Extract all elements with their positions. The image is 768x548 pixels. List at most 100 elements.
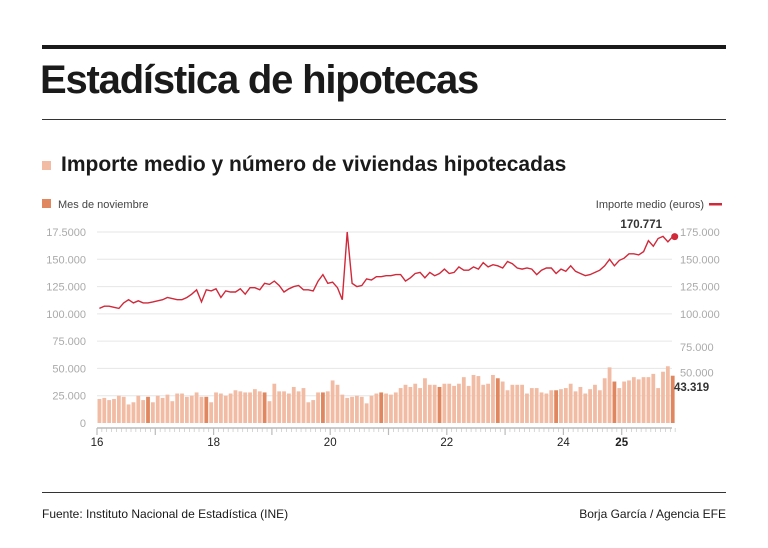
bar [423, 378, 427, 423]
bar [335, 384, 340, 423]
bar [568, 383, 573, 423]
bar [287, 393, 291, 423]
right-axis-label: 75.000 [680, 342, 714, 354]
bar [573, 391, 578, 423]
x-axis-label: 16 [91, 437, 104, 449]
subtitle-square-icon [42, 160, 51, 170]
bar [457, 383, 461, 423]
title-divider [42, 119, 726, 120]
x-axis-label: 22 [440, 437, 453, 449]
bar-november [146, 396, 150, 423]
bar [355, 395, 359, 423]
source-note: Fuente: Instituto Nacional de Estadístic… [42, 507, 289, 521]
bar-november [321, 392, 325, 423]
bar [622, 381, 627, 423]
bar-november [437, 386, 442, 423]
left-axis-label: 125.000 [46, 282, 86, 294]
bar-november [379, 392, 384, 423]
x-axis-label: 20 [324, 437, 337, 449]
legend-bar-label: Mes de noviembre [58, 199, 149, 211]
bar [306, 402, 311, 423]
x-axis-label: 24 [557, 437, 570, 449]
bar [646, 377, 651, 423]
bar [452, 385, 456, 423]
bar [525, 393, 529, 423]
right-axis-label: 175.000 [680, 227, 720, 239]
credit-note: Borja García / Agencia EFE [579, 507, 726, 521]
bar [141, 400, 146, 423]
bar [116, 395, 121, 423]
bar [491, 374, 495, 423]
left-axis-label: 25.000 [52, 391, 86, 403]
bar [175, 393, 180, 423]
bar [651, 373, 656, 423]
legend-line-label: Importe medio (euros) [596, 199, 704, 211]
bar [340, 394, 345, 423]
bar [238, 391, 243, 423]
bar [607, 367, 612, 423]
bar [442, 383, 447, 423]
bar [447, 383, 452, 423]
bar [627, 380, 631, 423]
bar [665, 366, 670, 423]
bar [641, 377, 646, 423]
bar [223, 395, 228, 423]
bar [131, 402, 136, 423]
bar [544, 393, 549, 423]
left-axis-label: 50.000 [52, 363, 86, 375]
bar [97, 398, 102, 423]
bar [466, 385, 471, 423]
bar [194, 392, 199, 423]
bar [155, 395, 160, 423]
bar [282, 391, 286, 423]
bar [549, 390, 554, 423]
bar [389, 394, 393, 423]
x-axis-label: 18 [207, 437, 220, 449]
bar [112, 398, 116, 423]
top-rule [42, 45, 726, 49]
bar [432, 384, 437, 423]
bar [418, 388, 422, 423]
legend-line-swatch [709, 203, 722, 206]
bar [486, 383, 490, 423]
bar [408, 386, 413, 423]
left-axis-label: 0 [80, 418, 86, 430]
bar [539, 392, 544, 423]
bar [359, 396, 364, 423]
bar [559, 389, 563, 423]
bar [150, 402, 155, 423]
bar [510, 384, 515, 423]
bar-november [554, 390, 559, 423]
bar [189, 395, 194, 423]
bar [350, 396, 354, 423]
bar [243, 392, 248, 423]
bar [228, 393, 233, 423]
bar [656, 388, 661, 423]
left-axis-label: 150.000 [46, 254, 86, 266]
bar [102, 397, 107, 423]
bar [345, 397, 350, 423]
left-axis-label: 17.5000 [46, 227, 86, 239]
right-axis-label: 125.000 [680, 282, 720, 294]
bar-november [495, 378, 500, 423]
bar [184, 396, 189, 423]
bar [500, 381, 505, 423]
bar [218, 393, 223, 423]
bar [316, 392, 320, 423]
bar [529, 388, 534, 423]
left-axis-label: 100.000 [46, 309, 86, 321]
bar [563, 388, 568, 423]
bar [364, 403, 369, 423]
bar [413, 383, 418, 423]
bar [597, 390, 602, 423]
bar [170, 401, 175, 423]
bar-november [262, 392, 267, 423]
bar [272, 383, 277, 423]
bar [384, 393, 388, 423]
bar [107, 400, 112, 423]
chart-subtitle: Importe medio y número de viviendas hipo… [42, 153, 566, 177]
bar [248, 392, 252, 423]
right-axis-label: 150.000 [680, 254, 720, 266]
bar [121, 396, 126, 423]
